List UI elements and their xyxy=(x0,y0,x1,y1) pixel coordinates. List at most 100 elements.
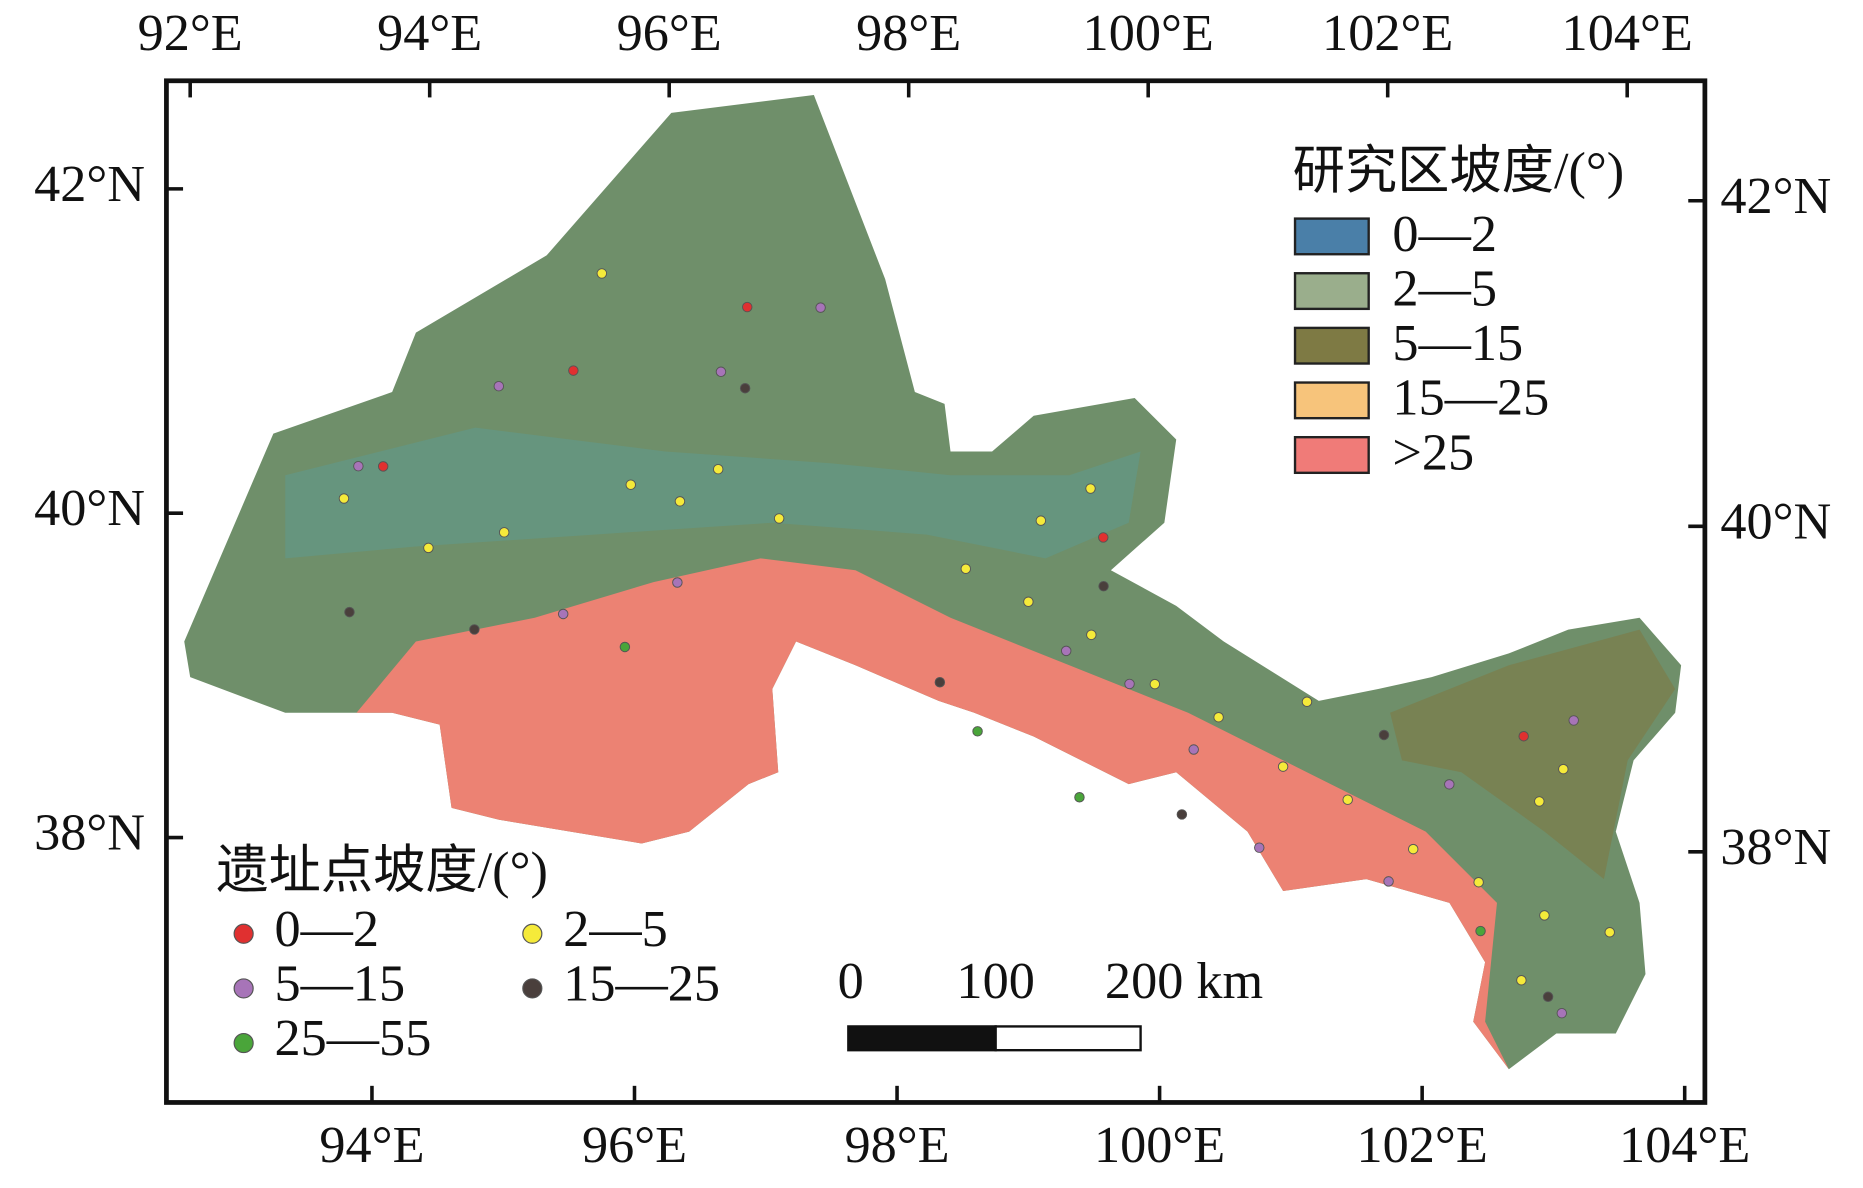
site-point xyxy=(1301,696,1313,707)
site-point xyxy=(344,606,355,618)
site-point xyxy=(469,624,480,635)
site-point xyxy=(972,726,983,737)
legend-label: 0—2 xyxy=(275,900,380,958)
legend-marker xyxy=(522,978,543,999)
scale-bar-white xyxy=(994,1025,1142,1052)
legend-swatch xyxy=(1293,435,1370,475)
top-tick-label: 92°E xyxy=(138,4,243,62)
site-point xyxy=(1473,877,1484,888)
site-point xyxy=(1444,779,1455,790)
site-point xyxy=(1475,925,1486,937)
top-tick-label: 104°E xyxy=(1562,4,1693,62)
site-point xyxy=(1176,809,1188,820)
site-point xyxy=(625,479,636,490)
site-point xyxy=(1558,763,1569,775)
legend-swatch xyxy=(1293,381,1370,420)
legend-label: >25 xyxy=(1392,423,1474,481)
sites xyxy=(338,268,1615,1019)
bottom-tick-label: 102°E xyxy=(1357,1116,1488,1174)
legend-label: 5—15 xyxy=(275,954,406,1012)
site-point xyxy=(1098,580,1109,592)
legend-label: 15—25 xyxy=(563,954,720,1012)
site-point xyxy=(498,527,510,538)
site-point xyxy=(1534,796,1545,807)
legend-label: 2—5 xyxy=(563,900,668,958)
site-point xyxy=(1074,792,1085,803)
right-tick-label: 42°N xyxy=(1720,167,1831,225)
site-point xyxy=(1277,761,1289,772)
site-point xyxy=(1604,927,1615,938)
site-point xyxy=(1342,794,1353,805)
site-point xyxy=(1539,910,1550,921)
site-point xyxy=(815,302,826,313)
site-point xyxy=(1023,596,1034,608)
area-legend-title: 研究区坡度/(°) xyxy=(1293,142,1625,200)
right-tick-label: 40°N xyxy=(1720,492,1831,550)
site-point xyxy=(1124,678,1135,690)
scale-label: 100 xyxy=(956,952,1034,1010)
top-tick-label: 98°E xyxy=(856,4,961,62)
site-point xyxy=(1086,629,1097,641)
site-point xyxy=(1556,1007,1568,1019)
top-tick-label: 102°E xyxy=(1322,4,1453,62)
legend-swatch xyxy=(1293,326,1370,365)
scale-bar-black xyxy=(847,1025,997,1052)
region xyxy=(184,95,1682,1070)
site-legend-title: 遗址点坡度/(°) xyxy=(216,842,548,900)
site-point xyxy=(338,493,350,504)
bottom-tick-label: 96°E xyxy=(582,1116,687,1174)
site-point xyxy=(1213,712,1224,723)
legend-label: 0—2 xyxy=(1392,205,1497,263)
legend-label: 25—55 xyxy=(275,1009,432,1067)
site-point xyxy=(742,301,753,313)
site-point xyxy=(934,677,946,688)
legend-marker xyxy=(233,1032,254,1054)
site-point xyxy=(1188,744,1199,755)
site-point xyxy=(960,563,972,574)
legend-marker xyxy=(522,923,543,944)
top-tick-label: 100°E xyxy=(1083,4,1214,62)
site-point xyxy=(1098,532,1109,543)
site-point xyxy=(1542,991,1554,1002)
legend-label: 2—5 xyxy=(1392,259,1497,317)
site-point xyxy=(1383,876,1394,887)
site-point xyxy=(739,382,751,394)
top-tick-label: 94°E xyxy=(377,4,482,62)
site-point xyxy=(1254,842,1265,853)
site-point xyxy=(423,542,434,554)
legend-marker xyxy=(233,978,254,999)
legend-swatch xyxy=(1293,272,1370,311)
site-point xyxy=(1518,731,1529,742)
site-point xyxy=(1568,715,1579,726)
site-point xyxy=(377,461,389,472)
site-point xyxy=(1035,515,1047,526)
site-point xyxy=(557,608,569,620)
left-tick-label: 42°N xyxy=(34,155,145,213)
site-point xyxy=(568,365,579,376)
top-tick-label: 96°E xyxy=(617,4,722,62)
left-tick-label: 40°N xyxy=(34,479,145,537)
bottom-tick-label: 104°E xyxy=(1619,1116,1750,1174)
site-point xyxy=(1407,843,1419,855)
right-tick-label: 38°N xyxy=(1720,818,1831,876)
site-point xyxy=(596,268,608,279)
site-point xyxy=(715,366,727,378)
region-steep xyxy=(356,558,1509,1070)
site-point xyxy=(1085,483,1096,494)
site-point xyxy=(1378,729,1390,741)
site-point xyxy=(672,577,683,588)
site-point xyxy=(353,460,364,472)
bottom-tick-label: 94°E xyxy=(319,1116,424,1174)
region-mountain xyxy=(1390,629,1676,880)
legend-label: 15—25 xyxy=(1392,369,1549,427)
legend-swatch xyxy=(1293,217,1370,256)
legend-label: 5—15 xyxy=(1392,314,1523,372)
site-point xyxy=(1060,645,1072,657)
site-point xyxy=(773,513,785,524)
site-point xyxy=(1516,975,1527,986)
bottom-tick-label: 98°E xyxy=(845,1116,950,1174)
region-flat xyxy=(285,427,1141,559)
left-tick-label: 38°N xyxy=(34,804,145,862)
site-point xyxy=(619,641,631,653)
site-point xyxy=(1149,678,1161,690)
